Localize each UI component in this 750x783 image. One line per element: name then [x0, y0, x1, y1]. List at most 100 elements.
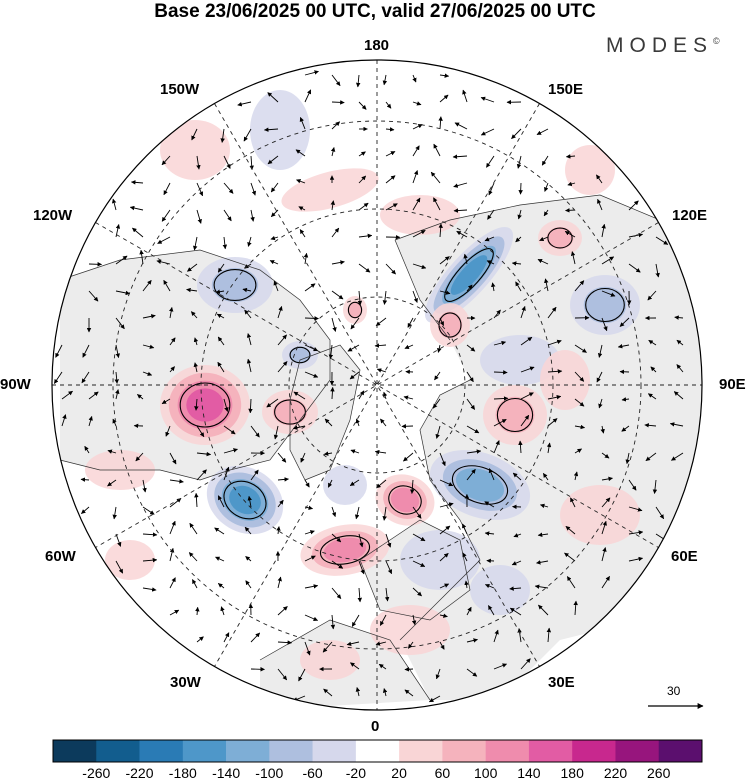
- wind-vector-194: [617, 344, 630, 349]
- colorbar-swatch-12: [572, 740, 616, 762]
- wind-vector-131: [163, 279, 171, 292]
- wind-vector-120: [463, 253, 468, 265]
- wind-vector-162: [407, 317, 414, 328]
- wind-vector-113: [269, 260, 279, 265]
- wind-vector-239: [547, 395, 562, 400]
- wind-vector-279: [350, 449, 360, 454]
- wind-vector-153: [168, 306, 174, 319]
- wind-vector-397: [220, 606, 225, 616]
- wind-vector-228: [248, 398, 253, 414]
- anomaly-contour-5: [289, 346, 311, 364]
- wind-vector-320: [247, 495, 252, 508]
- wind-vector-174: [82, 344, 90, 358]
- wind-vector-260: [466, 425, 480, 434]
- colorbar-swatch-0: [53, 740, 97, 762]
- wind-vector-56: [385, 175, 396, 184]
- wind-vector-25: [412, 123, 423, 130]
- wind-vector-404: [411, 614, 417, 626]
- anomaly-contour-13: [388, 485, 422, 515]
- wind-vector-101: [539, 236, 549, 242]
- wind-vector-375: [601, 547, 607, 562]
- wind-vector-98: [456, 230, 468, 238]
- wind-vector-196: [676, 339, 684, 346]
- map-title: Base 23/06/2025 00 UTC, valid 27/06/2025…: [154, 1, 596, 22]
- wind-vector-51: [250, 182, 257, 196]
- anomaly-contour-14: [496, 397, 534, 433]
- wind-vector-165: [493, 309, 501, 319]
- wind-vector-185: [374, 343, 387, 348]
- wind-vector-302: [349, 479, 360, 486]
- wind-vector-3: [382, 74, 388, 86]
- lon-label-180: 180: [364, 37, 390, 54]
- wind-vector-259: [435, 425, 441, 439]
- wind-vector-152: [142, 314, 156, 319]
- wind-vector-317: [169, 498, 182, 508]
- wind-vector-226: [194, 398, 199, 411]
- wind-vector-264: [574, 424, 586, 430]
- lon-label-30e: 30E: [548, 674, 575, 691]
- wind-vector-59: [453, 182, 468, 188]
- wind-vector-383: [304, 584, 319, 589]
- wind-vector-303: [376, 479, 387, 489]
- wind-vector-46: [565, 154, 576, 159]
- anomaly-neg-2-band-3: [229, 485, 261, 515]
- wind-vector-13: [439, 94, 449, 103]
- wind-vector-203: [217, 361, 225, 373]
- wind-vector-223: [115, 389, 120, 400]
- wind-vector-256: [355, 418, 360, 427]
- wind-vector-52: [270, 182, 279, 193]
- wind-vector-125: [601, 256, 615, 265]
- wind-vector-157: [277, 305, 283, 319]
- wind-vector-252: [250, 425, 260, 438]
- wind-vector-214: [520, 366, 535, 373]
- wind-vector-313: [652, 479, 658, 494]
- wind-vector-290: [645, 452, 657, 462]
- wind-vector-399: [277, 606, 288, 616]
- lon-label-30w: 30W: [170, 674, 201, 691]
- wind-vector-11: [385, 101, 392, 109]
- wind-vector-45: [541, 155, 549, 166]
- wind-vector-37: [330, 147, 336, 157]
- colorbar-swatch-13: [615, 740, 660, 762]
- wind-vector-249: [165, 425, 171, 437]
- wind-vector-235: [432, 398, 441, 409]
- anomaly-contour-18: [347, 301, 363, 319]
- wind-vector-204: [246, 358, 252, 373]
- wind-vector-236: [466, 398, 476, 410]
- wind-vector-144: [515, 281, 522, 292]
- wind-vector-206: [304, 371, 319, 378]
- wind-vector-262: [520, 414, 530, 427]
- wind-vector-100: [515, 236, 522, 243]
- wind-vector-247: [112, 418, 117, 427]
- wind-vector-4: [412, 74, 417, 83]
- wind-vector-341: [244, 526, 252, 535]
- wind-vector-270: [107, 449, 117, 454]
- anomaly-pos-27-band-0: [105, 540, 155, 580]
- wind-vector-285: [518, 440, 523, 454]
- colorbar-swatch-9: [442, 740, 486, 762]
- wind-vector-344: [331, 533, 342, 543]
- wind-vector-292: [80, 477, 90, 482]
- wind-vector-433: [466, 668, 478, 677]
- wind-vector-87: [157, 236, 171, 244]
- wind-vector-145: [544, 278, 549, 292]
- wind-vector-69: [223, 209, 232, 222]
- wind-vector-343: [304, 530, 315, 535]
- wind-vector-27: [454, 122, 468, 130]
- wind-vector-90: [247, 236, 252, 247]
- wind-vector-272: [169, 452, 177, 465]
- wind-vector-277: [300, 452, 306, 463]
- wind-vector-198: [81, 371, 90, 384]
- wind-vector-64: [596, 174, 603, 184]
- wind-vector-209: [376, 368, 387, 373]
- wind-vector-319: [217, 495, 225, 508]
- anomaly-contour-11: [179, 382, 231, 428]
- wind-vector-250: [196, 425, 205, 438]
- wind-vector-424: [546, 627, 552, 643]
- wind-vector-146: [574, 280, 585, 292]
- wind-vector-335: [655, 506, 665, 520]
- colorbar-tick-label-4: -100: [255, 765, 284, 781]
- wind-vector-173: [55, 344, 63, 358]
- wind-vector-396: [195, 606, 200, 616]
- wind-vector-400: [304, 614, 319, 621]
